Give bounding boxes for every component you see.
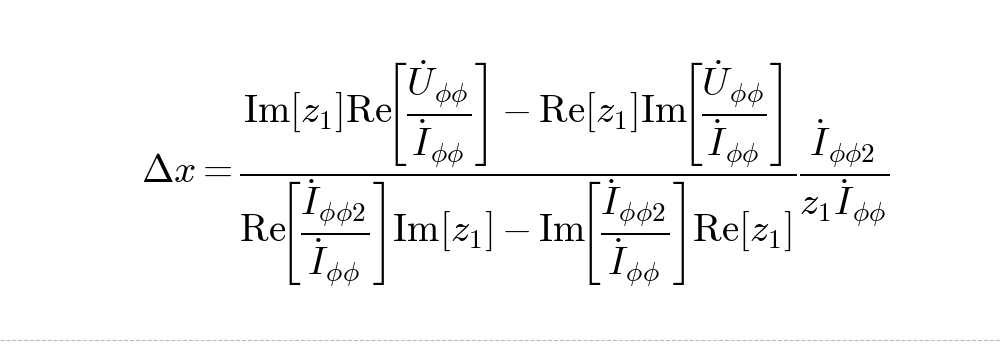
Text: $\Delta x = \dfrac{\mathrm{Im}[z_1]\mathrm{Re}\!\left[\dfrac{\dot{U}_{\phi\phi}}: $\Delta x = \dfrac{\mathrm{Im}[z_1]\math…: [141, 58, 889, 289]
